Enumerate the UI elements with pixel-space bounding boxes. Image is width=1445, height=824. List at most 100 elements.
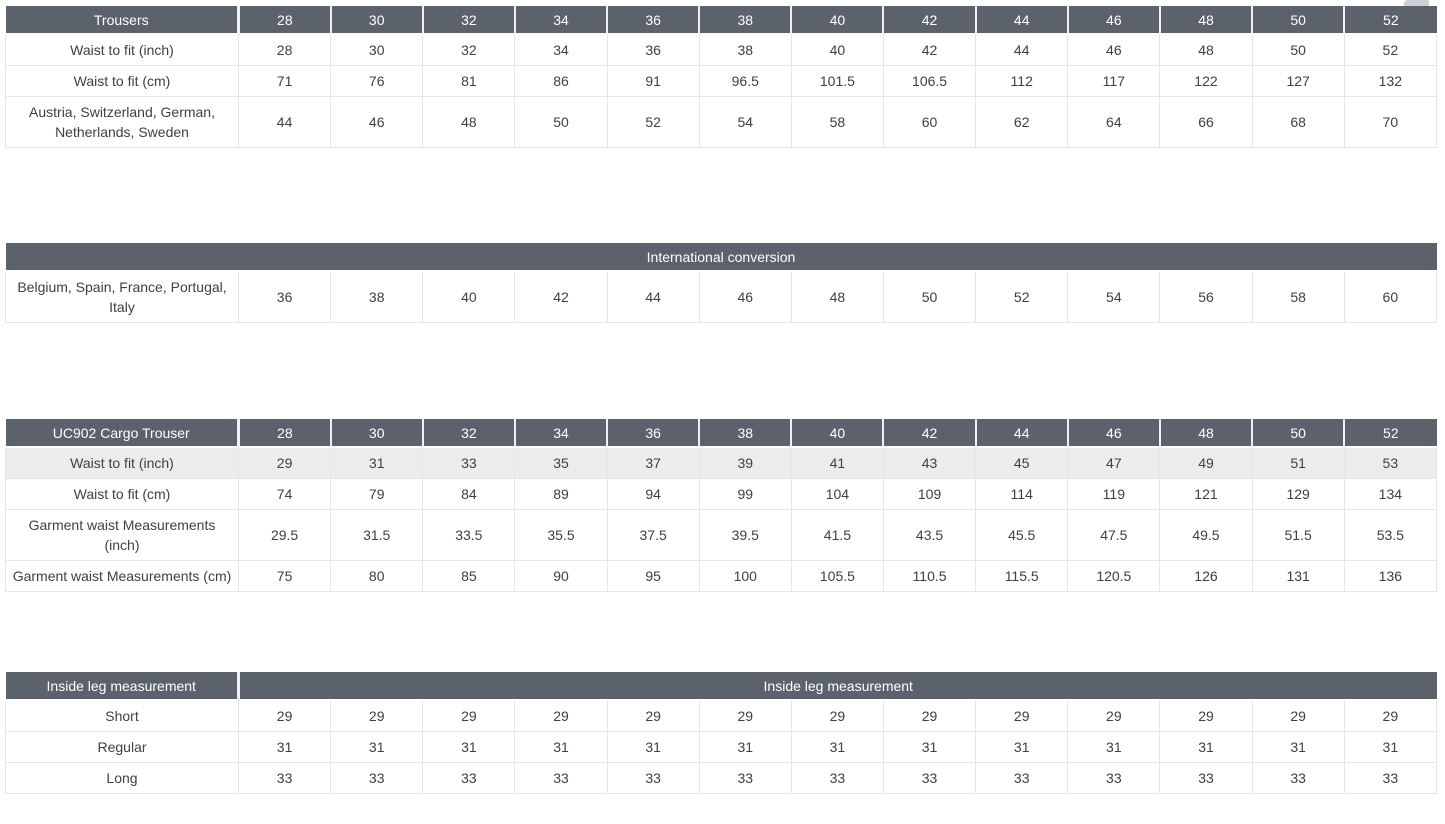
- data-cell: 31: [422, 731, 516, 763]
- data-cell: 95: [606, 560, 700, 592]
- data-cell: 37: [606, 446, 700, 479]
- header-row: Trousers 28 30 32 34 36 38 40 42 44 46 48 50 52: [5, 6, 1437, 35]
- data-cell: 68: [1251, 96, 1345, 148]
- column-header: 28: [236, 6, 331, 35]
- data-cell: 52: [975, 270, 1069, 323]
- column-header: 40: [790, 419, 884, 448]
- data-cell: 81: [422, 65, 516, 97]
- data-cell: 33: [606, 762, 700, 794]
- table-row: Garment waist Measurements (cm) 75 80 85 90 9…: [5, 560, 1438, 592]
- data-cell: 32: [422, 33, 516, 66]
- data-cell: 126: [1159, 560, 1253, 592]
- data-cell: 37.5: [606, 509, 700, 561]
- data-cell: 45.5: [975, 509, 1069, 561]
- data-cell: 29: [1067, 699, 1161, 732]
- data-cell: 39.5: [698, 509, 792, 561]
- row-label: Long: [5, 762, 239, 794]
- data-cell: 43: [882, 446, 977, 479]
- row-label: Waist to fit (inch): [5, 446, 239, 479]
- header-row: International conversion: [5, 243, 1437, 272]
- data-cell: 31.5: [330, 509, 424, 561]
- data-cell: 29: [698, 699, 792, 732]
- table-row: Long 33 33 33 33 33 33 33 33 33 33 33 33 33: [5, 762, 1438, 794]
- data-cell: 33: [1159, 762, 1253, 794]
- data-cell: 115.5: [975, 560, 1069, 592]
- data-cell: 94: [606, 478, 700, 510]
- international-conversion-table-grid: International conversion Belgium, Spain, …: [5, 243, 1438, 323]
- data-cell: 46: [1067, 33, 1161, 66]
- data-cell: 51.5: [1251, 509, 1345, 561]
- row-label: Belgium, Spain, France, Portugal, Italy: [5, 270, 239, 323]
- data-cell: 31: [330, 446, 424, 479]
- column-header: 46: [1066, 419, 1160, 448]
- data-cell: 50: [514, 96, 608, 148]
- data-cell: 38: [330, 270, 424, 323]
- data-cell: 29: [975, 699, 1069, 732]
- row-label: Short: [5, 699, 239, 732]
- data-cell: 52: [1343, 33, 1438, 66]
- column-header: 52: [1343, 6, 1437, 35]
- data-cell: 49.5: [1159, 509, 1253, 561]
- data-cell: 31: [1343, 731, 1438, 763]
- data-cell: 56: [1159, 270, 1253, 323]
- data-cell: 31: [698, 731, 792, 763]
- data-cell: 36: [606, 33, 700, 66]
- table-row: Waist to fit (inch) 29 31 33 35 37 39 41 43 45 47 4…: [5, 446, 1438, 479]
- table-row: Waist to fit (cm) 71 76 81 86 91 96.5 101.5 106.…: [5, 65, 1438, 97]
- data-cell: 31: [790, 731, 884, 763]
- size-tables: Trousers 28 30 32 34 36 38 40 42 44 46 48 50 52 Waist …: [5, 6, 1438, 794]
- data-cell: 46: [330, 96, 424, 148]
- data-cell: 121: [1159, 478, 1253, 510]
- data-cell: 74: [237, 478, 332, 510]
- data-cell: 54: [698, 96, 792, 148]
- row-label: Regular: [5, 731, 239, 763]
- data-cell: 31: [606, 731, 700, 763]
- inside-leg-measurement-table-grid: Inside leg measurement Inside leg measure…: [5, 672, 1438, 794]
- data-cell: 110.5: [882, 560, 977, 592]
- column-header: 46: [1066, 6, 1160, 35]
- data-cell: 46: [698, 270, 792, 323]
- data-cell: 31: [1067, 731, 1161, 763]
- data-cell: 99: [698, 478, 792, 510]
- data-cell: 31: [330, 731, 424, 763]
- data-cell: 44: [606, 270, 700, 323]
- data-cell: 52: [606, 96, 700, 148]
- data-cell: 41: [790, 446, 884, 479]
- data-cell: 119: [1067, 478, 1161, 510]
- data-cell: 29: [606, 699, 700, 732]
- data-cell: 35.5: [514, 509, 608, 561]
- data-cell: 43.5: [882, 509, 977, 561]
- data-cell: 127: [1251, 65, 1345, 97]
- table-row: Garment waist Measurements (inch) 29.5 31.…: [5, 509, 1438, 561]
- data-cell: 136: [1343, 560, 1438, 592]
- data-cell: 62: [975, 96, 1069, 148]
- data-cell: 39: [698, 446, 792, 479]
- column-header: 36: [606, 6, 700, 35]
- data-cell: 91: [606, 65, 700, 97]
- table-row: Waist to fit (cm) 74 79 84 89 94 99 104 109 114 11…: [5, 478, 1438, 510]
- data-cell: 85: [422, 560, 516, 592]
- table-row: Short 29 29 29 29 29 29 29 29 29 29 29 29 29: [5, 699, 1438, 732]
- data-cell: 58: [1251, 270, 1345, 323]
- data-cell: 30: [330, 33, 424, 66]
- column-header: 38: [698, 6, 792, 35]
- data-cell: 33: [882, 762, 977, 794]
- data-cell: 33: [1251, 762, 1345, 794]
- data-cell: 84: [422, 478, 516, 510]
- column-header: 36: [606, 419, 700, 448]
- data-cell: 29: [1159, 699, 1253, 732]
- data-cell: 101.5: [790, 65, 884, 97]
- data-cell: 48: [422, 96, 516, 148]
- column-header: 44: [974, 6, 1068, 35]
- data-cell: 70: [1343, 96, 1438, 148]
- international-conversion-table: International conversion Belgium, Spain, …: [5, 243, 1438, 323]
- uc902-cargo-trouser-table-grid: UC902 Cargo Trouser 28 30 32 34 36 38 40 42 44 46 4…: [5, 419, 1438, 592]
- data-cell: 31: [882, 731, 977, 763]
- column-header: 52: [1343, 419, 1437, 448]
- row-label: Austria, Switzerland, German, Netherland…: [5, 96, 239, 148]
- data-cell: 106.5: [882, 65, 977, 97]
- data-cell: 50: [1251, 33, 1345, 66]
- column-header: 30: [329, 6, 423, 35]
- trousers-size-table: Trousers 28 30 32 34 36 38 40 42 44 46 48 50 52 Waist …: [5, 6, 1438, 148]
- column-header: 42: [882, 6, 976, 35]
